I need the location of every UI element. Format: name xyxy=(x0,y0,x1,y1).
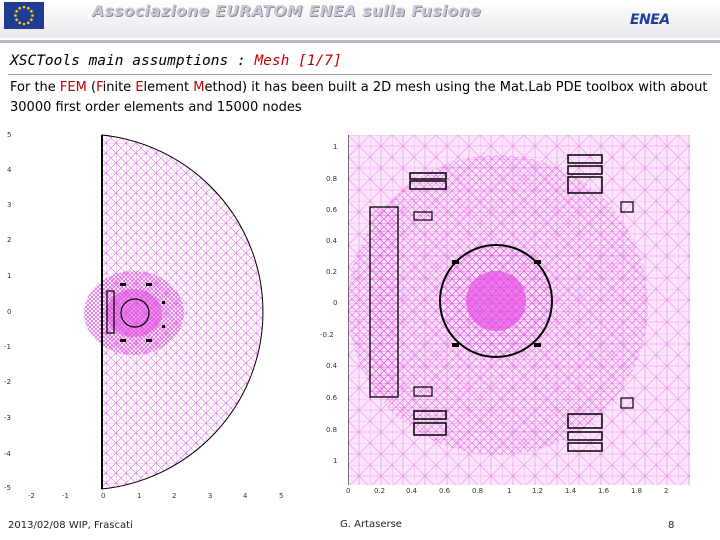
association-title: Associazione EURATOM ENEA sulla Fusione xyxy=(92,2,481,20)
mesh-figure-full xyxy=(16,133,298,491)
fem-acronym: FEM xyxy=(59,80,87,95)
footer-date-place: 2013/02/08 WIP, Frascati xyxy=(8,520,133,531)
enea-logo: ENEA xyxy=(630,12,670,28)
slide-body-text: For the FEM (Finite Element Method) it h… xyxy=(10,80,708,115)
footer-author: G. Artaserse xyxy=(340,519,402,530)
page-number: 8 xyxy=(668,520,675,531)
header-banner: Associazione EURATOM ENEA sulla Fusione … xyxy=(0,0,720,38)
header-divider xyxy=(0,40,720,43)
eu-flag-icon xyxy=(4,2,44,29)
mesh-full-svg xyxy=(16,133,298,491)
slide-title-prefix: XSCTools main assumptions : xyxy=(10,53,255,69)
slide-title: XSCTools main assumptions : Mesh [1/7] xyxy=(10,53,342,69)
mesh-zoom-svg xyxy=(348,135,690,485)
mesh-figure-zoom xyxy=(348,135,690,485)
slide-title-rest: Mesh [1/7] xyxy=(254,53,342,69)
title-divider xyxy=(8,74,712,75)
